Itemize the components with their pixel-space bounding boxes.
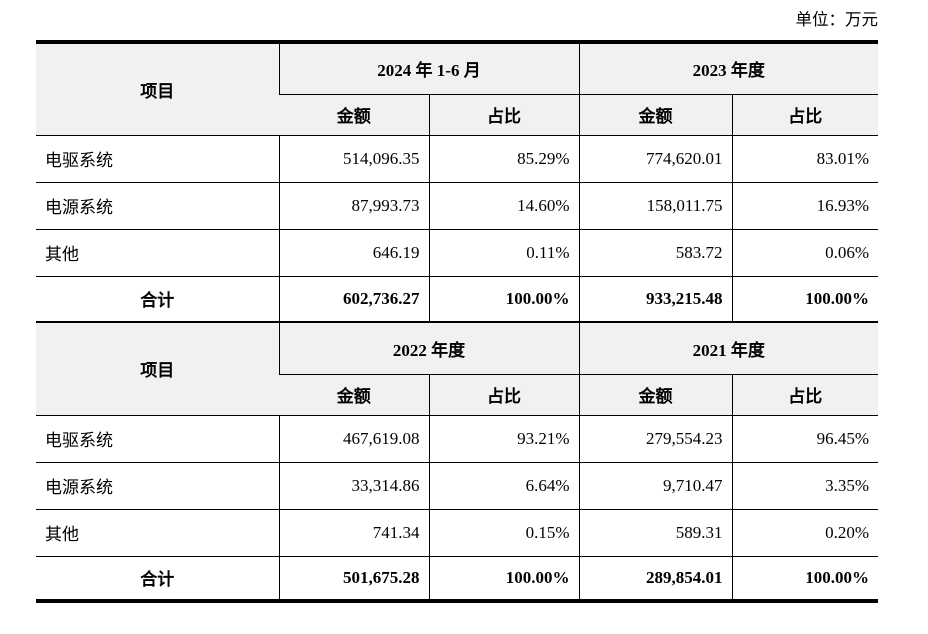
amount-value: 602,736.27 xyxy=(278,276,429,321)
amount-value: 583.72 xyxy=(578,229,733,277)
amount-value: 741.34 xyxy=(278,509,429,557)
ratio-value: 16.93% xyxy=(731,182,879,230)
row-label: 其他 xyxy=(36,229,279,277)
ratio-value: 100.00% xyxy=(731,556,878,601)
table-row-power-supply: 电源系统 33,314.86 6.64% 9,710.47 3.35% xyxy=(36,462,878,510)
ratio-value: 100.00% xyxy=(731,276,879,321)
revenue-table-2022-2021: 项目 2022 年度 2021 年度 金额 占比 金额 占比 电驱系统 467,… xyxy=(36,321,878,603)
ratio-column-header: 占比 xyxy=(731,94,879,136)
ratio-value: 100.00% xyxy=(428,556,579,601)
ratio-value: 6.64% xyxy=(428,462,579,510)
header-year-row: 项目 2024 年 1-6 月 2023 年度 xyxy=(36,42,879,136)
amount-column-header: 金额 xyxy=(279,374,429,416)
ratio-value: 100.00% xyxy=(428,276,580,321)
ratio-column-header: 占比 xyxy=(428,374,579,416)
table-row-other: 其他 646.19 0.11% 583.72 0.06% xyxy=(36,229,879,277)
row-label: 其他 xyxy=(36,509,279,557)
table-row-power-supply: 电源系统 87,993.73 14.60% 158,011.75 16.93% xyxy=(36,182,879,230)
row-label: 电源系统 xyxy=(36,462,279,510)
amount-value: 289,854.01 xyxy=(578,556,732,601)
header-sub-row: 金额 占比 金额 占比 xyxy=(36,94,879,136)
row-label: 电源系统 xyxy=(36,182,279,230)
revenue-table-2024h1-2023: 项目 2024 年 1-6 月 2023 年度 金额 占比 金额 占比 电驱系统… xyxy=(36,40,879,321)
table-header: 项目 2022 年度 2021 年度 金额 占比 金额 占比 xyxy=(36,322,878,416)
ratio-value: 0.15% xyxy=(428,509,579,557)
amount-column-header: 金额 xyxy=(578,94,733,136)
ratio-value: 85.29% xyxy=(428,135,580,183)
row-label: 电驱系统 xyxy=(36,415,279,463)
amount-value: 589.31 xyxy=(578,509,732,557)
amount-value: 9,710.47 xyxy=(578,462,732,510)
amount-value: 501,675.28 xyxy=(278,556,429,601)
table-row-total: 合计 602,736.27 100.00% 933,215.48 100.00% xyxy=(36,276,879,321)
ratio-value: 14.60% xyxy=(428,182,580,230)
ratio-value: 0.20% xyxy=(731,509,878,557)
amount-column-header: 金额 xyxy=(279,94,429,136)
amount-value: 279,554.23 xyxy=(578,415,732,463)
table-row-electric-drive: 电驱系统 467,619.08 93.21% 279,554.23 96.45% xyxy=(36,415,878,463)
amount-value: 467,619.08 xyxy=(278,415,429,463)
unit-label: 单位：万元 xyxy=(795,10,879,29)
amount-value: 87,993.73 xyxy=(278,182,429,230)
table-row-other: 其他 741.34 0.15% 589.31 0.20% xyxy=(36,509,878,557)
item-column-header: 项目 xyxy=(36,322,279,416)
period-header-2023: 2023 年度 xyxy=(578,42,879,95)
header-year-row: 项目 2022 年度 2021 年度 xyxy=(36,322,878,416)
period-header-2024h1: 2024 年 1-6 月 xyxy=(278,42,580,95)
ratio-value: 93.21% xyxy=(428,415,579,463)
ratio-value: 3.35% xyxy=(731,462,878,510)
ratio-value: 96.45% xyxy=(731,415,878,463)
amount-value: 933,215.48 xyxy=(578,276,733,321)
ratio-value: 83.01% xyxy=(731,135,879,183)
amount-value: 646.19 xyxy=(278,229,429,277)
amount-value: 33,314.86 xyxy=(278,462,429,510)
row-label: 合计 xyxy=(140,291,175,311)
table-row-total: 合计 501,675.28 100.00% 289,854.01 100.00% xyxy=(36,556,878,601)
row-label: 电驱系统 xyxy=(36,135,279,183)
row-label: 合计 xyxy=(140,570,175,590)
ratio-column-header: 占比 xyxy=(731,374,878,416)
ratio-column-header: 占比 xyxy=(428,94,580,136)
amount-value: 514,096.35 xyxy=(278,135,429,183)
amount-column-header: 金额 xyxy=(578,374,732,416)
ratio-value: 0.06% xyxy=(731,229,879,277)
amount-value: 774,620.01 xyxy=(578,135,733,183)
period-header-2022: 2022 年度 xyxy=(278,322,579,375)
table-row-electric-drive: 电驱系统 514,096.35 85.29% 774,620.01 83.01% xyxy=(36,135,879,183)
item-column-header: 项目 xyxy=(36,42,279,136)
period-header-2021: 2021 年度 xyxy=(578,322,878,375)
amount-value: 158,011.75 xyxy=(578,182,733,230)
ratio-value: 0.11% xyxy=(428,229,580,277)
table-header: 项目 2024 年 1-6 月 2023 年度 金额 占比 金额 占比 xyxy=(36,42,879,136)
header-sub-row: 金额 占比 金额 占比 xyxy=(36,374,878,416)
